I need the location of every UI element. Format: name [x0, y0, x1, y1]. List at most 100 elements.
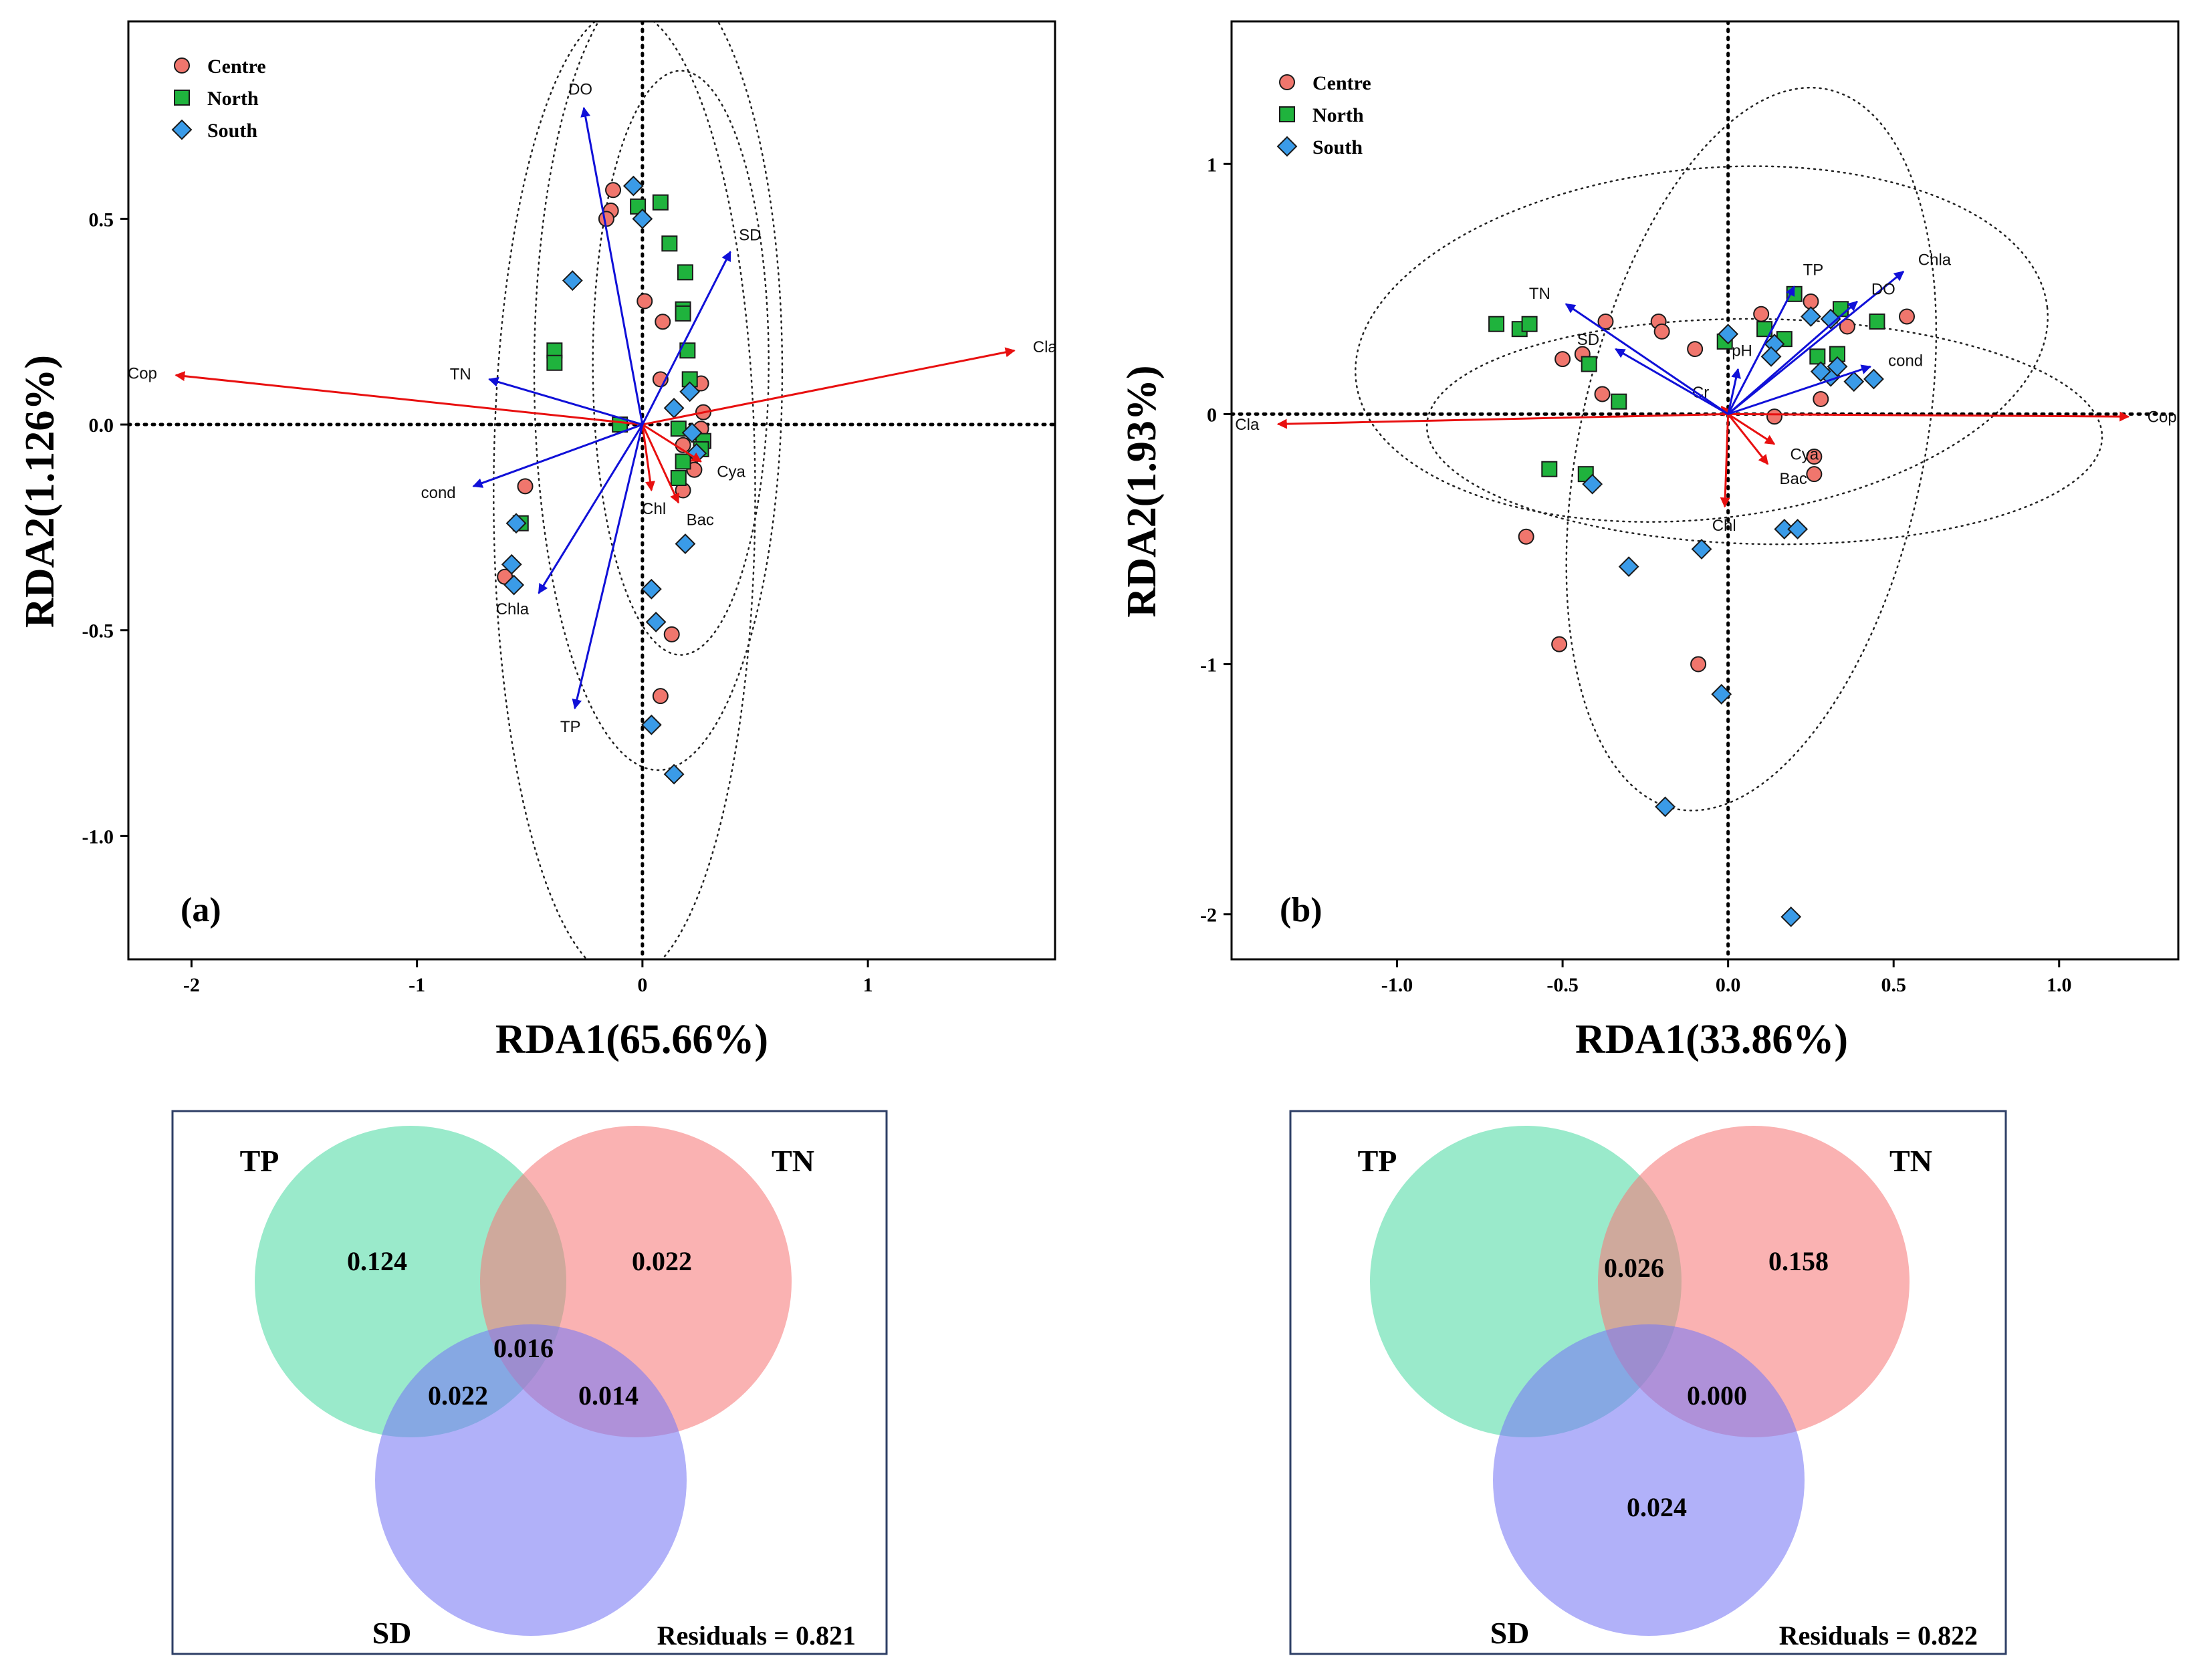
env-arrow-label: TN: [1529, 285, 1550, 303]
legend-label-south: South: [1312, 136, 1363, 158]
venn-circle-sd-1: [375, 1324, 687, 1636]
point-south: [1787, 519, 1809, 539]
species-arrow-bac: [641, 424, 680, 504]
venn-residuals-2: Residuals = 0.822: [1779, 1621, 1978, 1651]
point-north: [661, 235, 678, 252]
point-north: [1541, 461, 1558, 477]
species-arrow-cya: [642, 423, 702, 463]
point-centre: [1551, 636, 1568, 652]
point-north: [675, 453, 691, 470]
point-centre: [637, 293, 653, 310]
point-north: [1611, 393, 1627, 410]
venn-label-sd-2: SD: [1490, 1616, 1530, 1650]
y-tick-label: -1: [1200, 654, 1217, 677]
point-centre: [517, 478, 534, 495]
x-tick-label: -2: [183, 974, 200, 996]
point-south: [1863, 368, 1884, 390]
point-north: [675, 305, 691, 322]
species-arrow-label: Bac: [687, 511, 714, 529]
venn-frame-2: [1289, 1110, 2007, 1655]
point-south: [641, 714, 662, 735]
point-north: [546, 354, 563, 371]
species-arrow-label: Cla: [1033, 338, 1058, 356]
point-south: [1655, 796, 1676, 818]
point-north: [1521, 316, 1538, 332]
point-north: [1488, 316, 1505, 332]
species-arrow-cya: [1727, 413, 1776, 445]
point-south: [622, 175, 644, 197]
point-north: [1869, 313, 1885, 330]
venn-label-tn-2: TN: [1889, 1144, 1932, 1178]
env-arrow-sd: [1615, 348, 1729, 415]
point-north: [1786, 285, 1803, 302]
point-centre: [1653, 323, 1670, 340]
venn-value-tn-sd-2: 0.000: [1687, 1381, 1747, 1411]
env-arrow-label: Chla: [1918, 251, 1952, 269]
venn-label-sd-1: SD: [372, 1616, 412, 1650]
venn-residuals-1: Residuals = 0.821: [657, 1621, 856, 1651]
zero-lines-a: [128, 21, 1055, 959]
point-centre: [663, 626, 680, 642]
point-south: [675, 533, 696, 554]
species-arrow-label: Cop: [128, 364, 157, 382]
legend-label-north: North: [207, 88, 259, 110]
axis-ticks-b: -1.0 -0.5 0.0 0.5 1.0 -2 -1 0 1: [1200, 154, 2072, 996]
species-arrow-label: Chl: [1712, 517, 1736, 535]
x-tick-label: 0.0: [1716, 974, 1741, 996]
rda-plot-a: Cop Cla Cya Bac Chl DO SD TN cond Chla TP -2 -1 0 1 -1…: [17, 20, 1058, 1062]
panel-label-a: (a): [181, 891, 221, 929]
confidence-ellipse: [1425, 318, 2103, 546]
point-centre: [1690, 656, 1707, 673]
env-arrow-tn: [1565, 303, 1729, 415]
env-arrow-tn: [488, 376, 643, 426]
venn-diagram-2: TP TN SD 0.026 0.158 0.000 0.024 Residua…: [1289, 1110, 2007, 1655]
point-north: [1581, 356, 1597, 372]
y-tick-label: -2: [1200, 905, 1217, 927]
y-tick-label: -0.5: [82, 620, 114, 642]
legend-key-south: [171, 119, 193, 140]
env-arrow-label: DO: [568, 81, 592, 99]
env-arrow-chla: [538, 424, 644, 594]
point-south: [1618, 556, 1639, 578]
point-south: [1827, 356, 1848, 377]
venn-diagram-1: TP TN SD 0.124 0.022 0.016 0.022 0.014 R…: [171, 1110, 888, 1655]
x-axis-title-b: RDA1(33.86%): [1575, 1017, 1848, 1062]
species-arrow-bac: [1727, 413, 1769, 465]
legend-key-centre: [174, 57, 190, 74]
env-arrow-label: SD: [1577, 331, 1599, 349]
site-points-a: [497, 175, 711, 785]
species-arrow-label: Cya: [1790, 446, 1819, 464]
plot-frame-b: [1230, 20, 2180, 961]
point-centre: [1899, 308, 1916, 325]
y-axis-title-a: RDA2(1.126%): [17, 355, 63, 628]
point-centre: [1813, 390, 1829, 407]
confidence-ellipses-b: [1355, 86, 2103, 812]
species-arrow-cop: [175, 371, 643, 426]
venn-value-sd-only-2: 0.024: [1627, 1492, 1687, 1522]
axis-ticks-a: -2 -1 0 1 -1.0 -0.5 0.0 0.5: [82, 209, 873, 996]
venn-value-tp-tn-2: 0.026: [1604, 1253, 1664, 1283]
species-arrow-label: Chl: [642, 500, 666, 518]
species-arrow-chl: [1720, 414, 1730, 508]
venn-value-tp-sd-1: 0.022: [428, 1381, 488, 1411]
env-arrow-cond: [472, 423, 643, 488]
point-centre: [598, 211, 614, 227]
point-centre: [605, 182, 622, 199]
legend-b: Centre North South: [1276, 72, 1371, 158]
env-arrow-label: TP: [560, 718, 581, 736]
y-tick-label: 0.0: [89, 414, 114, 437]
venn-label-tp-2: TP: [1358, 1144, 1397, 1178]
legend-key-south: [1276, 136, 1298, 157]
legend-key-north: [1279, 106, 1295, 122]
env-arrow-label: TP: [1803, 261, 1824, 279]
point-north: [652, 194, 669, 211]
confidence-ellipse: [533, 21, 784, 771]
env-arrow-tp: [1727, 285, 1796, 415]
legend-label-centre: Centre: [1312, 72, 1371, 94]
y-tick-label: 0.5: [89, 209, 114, 231]
point-centre: [1806, 448, 1823, 465]
point-centre: [1594, 386, 1611, 402]
y-tick-label: -1.0: [82, 826, 114, 848]
point-south: [1820, 308, 1841, 330]
env-arrow-ph: [1727, 368, 1741, 414]
